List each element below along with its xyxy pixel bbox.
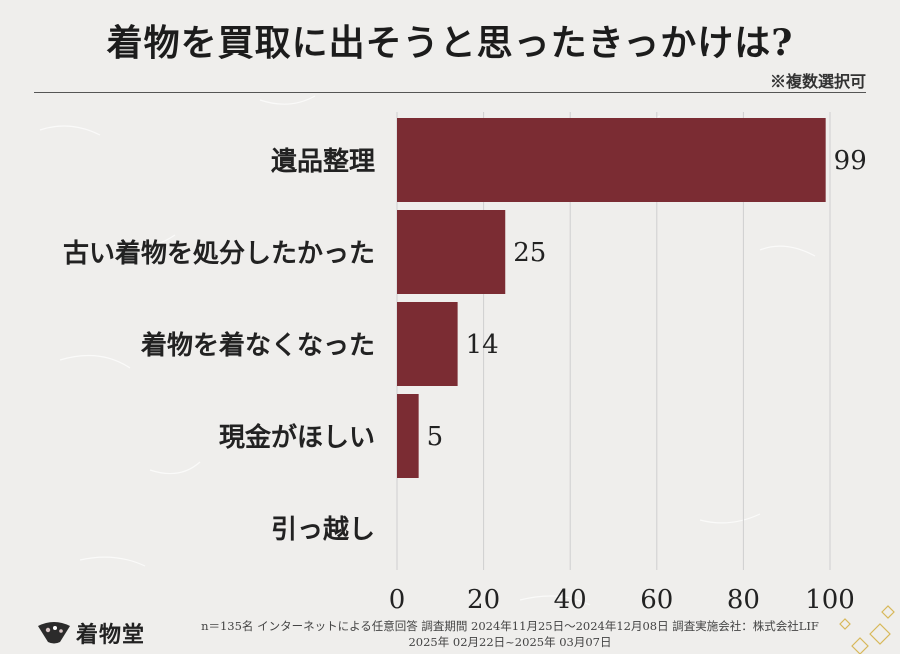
survey-footnote: n＝135名 インターネットによる任意回答 調査期間 2024年11月25日～2… [160, 618, 860, 650]
page-title: 着物を買取に出そうと思ったきっかけは? [106, 22, 794, 64]
bars [397, 118, 826, 478]
x-tick-label: 20 [467, 585, 500, 615]
fan-logo-icon [38, 622, 70, 644]
footnote-line-2: 2025年 02月22日~2025年 03月07日 [408, 635, 612, 649]
category-label: 引っ越し [271, 515, 375, 545]
x-tick-label: 80 [727, 585, 760, 615]
data-label: 99 [834, 146, 867, 176]
footnote-line-1: n＝135名 インターネットによる任意回答 調査期間 2024年11月25日～2… [201, 619, 819, 633]
category-label: 着物を着なくなった [140, 330, 375, 361]
title-divider [34, 92, 866, 93]
data-label: 14 [466, 330, 499, 360]
bar [397, 394, 419, 478]
brand-logo: 着物堂 [36, 618, 145, 648]
brand-name: 着物堂 [76, 622, 146, 648]
bar [397, 210, 506, 294]
data-label: 5 [427, 422, 444, 452]
multiple-choice-note: ※複数選択可 [769, 72, 866, 91]
bar [397, 118, 826, 202]
category-label: 現金がほしい [219, 422, 375, 453]
labels: 0 20 40 60 80 100 遺品整理 99 古い着物を処分したかった 25 着物を着なくなっ… [63, 146, 867, 615]
x-tick-label: 60 [640, 585, 673, 615]
x-tick-label: 40 [554, 585, 587, 615]
category-label: 遺品整理 [271, 146, 375, 177]
bar [397, 302, 458, 386]
x-tick-label: 0 [389, 585, 406, 615]
x-tick-label: 100 [805, 585, 855, 615]
data-label: 25 [513, 238, 546, 268]
corner-flower-icon [839, 605, 895, 654]
category-label: 古い着物を処分したかった [63, 238, 375, 269]
